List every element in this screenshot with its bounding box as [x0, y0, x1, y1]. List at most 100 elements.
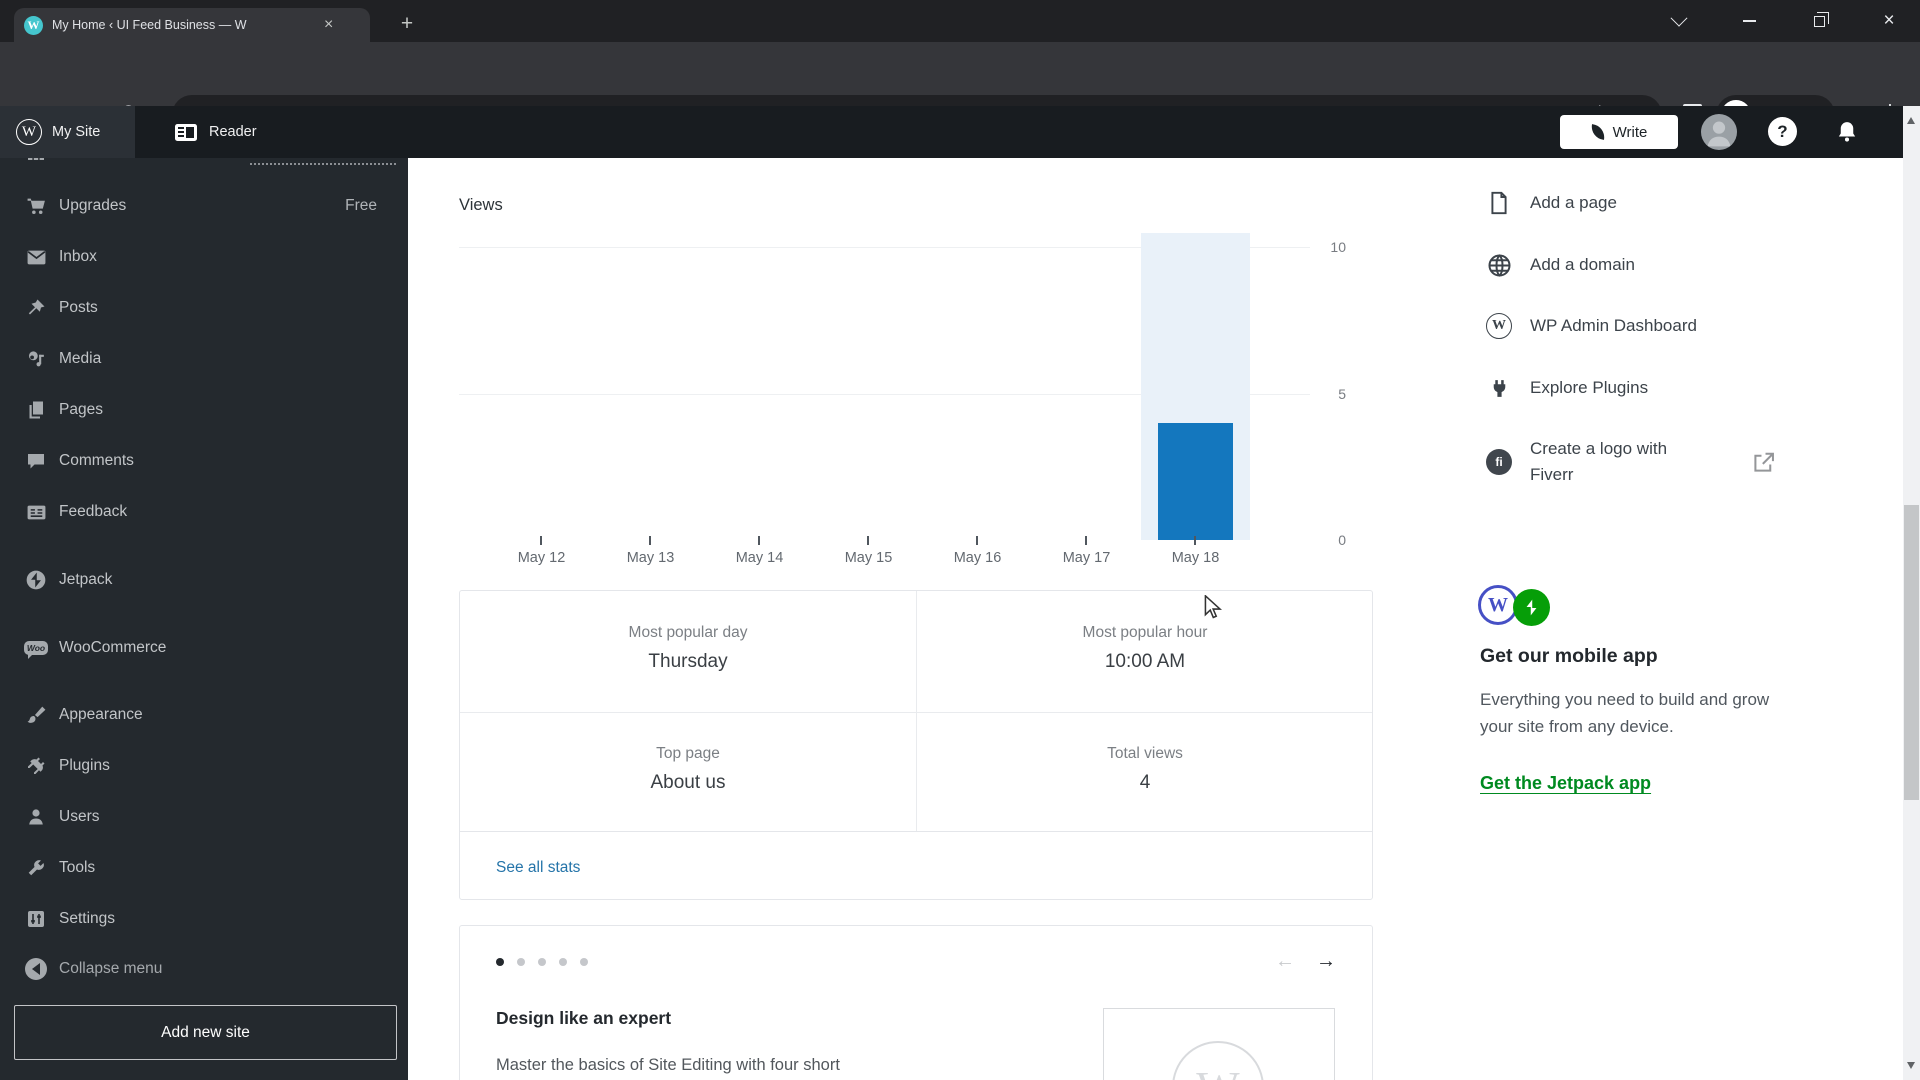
media-icon	[24, 347, 48, 371]
divider	[916, 591, 917, 831]
reader-label: Reader	[209, 124, 257, 140]
wp-sidebar: Stats Upgrades Free Inbox Posts Media Pa…	[0, 106, 408, 1080]
quick-link-create-logo-fiverr[interactable]: fi Create a logo with Fiverr	[1486, 436, 1710, 489]
browser-tab[interactable]: W My Home ‹ UI Feed Business — W ×	[14, 8, 370, 42]
help-icon[interactable]: ?	[1768, 117, 1797, 146]
quick-link-explore-plugins[interactable]: Explore Plugins	[1486, 375, 1648, 401]
y-axis-label: 5	[1338, 385, 1346, 402]
page-scrollbar[interactable]	[1903, 106, 1920, 1080]
education-carousel-card: ← → Design like an expert Master the bas…	[459, 925, 1373, 1080]
y-axis-label: 10	[1330, 239, 1346, 255]
stats-summary-card: Most popular day Thursday Most popular h…	[459, 590, 1373, 900]
window-restore-button[interactable]	[1796, 0, 1842, 42]
scrollbar-up-icon[interactable]	[1907, 113, 1915, 124]
sidebar-item-jetpack[interactable]: Jetpack	[0, 558, 408, 602]
quick-link-add-a-domain[interactable]: Add a domain	[1486, 252, 1635, 278]
collapse-menu-item[interactable]: Collapse menu	[0, 947, 408, 991]
sidebar-item-feedback[interactable]: Feedback	[0, 490, 408, 534]
write-button[interactable]: Write	[1560, 115, 1678, 149]
window-minimize-button[interactable]	[1726, 0, 1772, 42]
axis-tick	[867, 536, 869, 545]
sidebar-item-label: Inbox	[59, 248, 97, 265]
stat-value: About us	[650, 772, 726, 793]
carousel-dot-3[interactable]	[538, 958, 546, 966]
stat-most-popular-hour: Most popular hour 10:00 AM	[917, 591, 1373, 712]
wordpress-app-logo: W	[1478, 585, 1518, 625]
notifications-bell-icon[interactable]	[1832, 117, 1862, 147]
new-tab-button[interactable]: +	[400, 12, 414, 35]
axis-tick	[758, 536, 760, 545]
sidebar-item-plugins[interactable]: Plugins	[0, 744, 408, 788]
focus-dotted-line	[250, 163, 396, 165]
wordpress-watermark-icon: W	[1172, 1041, 1264, 1080]
chart-column-may-17[interactable]: May 17	[1032, 233, 1141, 566]
upgrades-free-badge: Free	[345, 197, 377, 214]
wrench-icon	[24, 856, 48, 880]
mobile-app-heading: Get our mobile app	[1480, 645, 1658, 667]
carousel-dot-4[interactable]	[559, 958, 567, 966]
sidebar-item-label: Users	[59, 808, 100, 825]
see-all-stats-link[interactable]: See all stats	[496, 859, 581, 876]
tab-close-icon[interactable]: ×	[324, 16, 334, 33]
sidebar-item-label: Tools	[59, 859, 96, 876]
my-site-menu[interactable]: W My Site	[0, 106, 135, 158]
views-chart	[459, 233, 1310, 540]
chart-column-may-13[interactable]: May 13	[596, 233, 705, 566]
chart-column-may-18[interactable]: May 18	[1141, 233, 1250, 566]
x-axis-label: May 15	[844, 550, 893, 566]
carousel-dots[interactable]	[496, 958, 588, 966]
views-chart-columns: May 12 May 13 May 14 May 15 May 16 May 17 May …	[487, 233, 1250, 566]
sidebar-item-label: Plugins	[59, 757, 110, 774]
sidebar-item-users[interactable]: Users	[0, 795, 408, 839]
axis-tick	[649, 536, 651, 545]
sidebar-item-label: WooCommerce	[59, 639, 167, 656]
reader-menu[interactable]: Reader	[155, 106, 277, 158]
sidebar-item-label: Jetpack	[59, 571, 113, 588]
chart-column-may-15[interactable]: May 15	[814, 233, 923, 566]
sidebar-item-posts[interactable]: Posts	[0, 286, 408, 330]
chart-column-may-14[interactable]: May 14	[705, 233, 814, 566]
sidebar-item-appearance[interactable]: Appearance	[0, 693, 408, 737]
x-axis-label: May 13	[626, 550, 675, 566]
sidebar-item-woocommerce[interactable]: Woo WooCommerce	[0, 626, 408, 670]
x-axis-label: May 14	[735, 550, 784, 566]
sidebar-item-label: Appearance	[59, 706, 143, 723]
sidebar-item-label: Pages	[59, 401, 103, 418]
carousel-dot-2[interactable]	[517, 958, 525, 966]
sidebar-item-tools[interactable]: Tools	[0, 846, 408, 890]
window-close-button[interactable]: ×	[1883, 10, 1895, 31]
stat-label: Top page	[656, 745, 720, 762]
carousel-thumbnail: W	[1103, 1008, 1335, 1080]
quick-link-wp-admin-dashboard[interactable]: W WP Admin Dashboard	[1486, 313, 1697, 339]
scrollbar-down-icon[interactable]	[1907, 1062, 1915, 1073]
quick-link-add-a-page[interactable]: Add a page	[1486, 190, 1617, 216]
carousel-dot-1[interactable]	[496, 958, 504, 966]
user-avatar[interactable]	[1701, 114, 1737, 150]
quick-link-label: Add a page	[1530, 193, 1617, 212]
carousel-dot-5[interactable]	[580, 958, 588, 966]
chart-column-may-16[interactable]: May 16	[923, 233, 1032, 566]
add-new-site-button[interactable]: Add new site	[14, 1005, 397, 1060]
user-icon	[24, 805, 48, 829]
carousel-prev-icon: ←	[1275, 950, 1295, 972]
carousel-body: Master the basics of Site Editing with f…	[496, 1056, 840, 1074]
carousel-next-icon[interactable]: →	[1316, 950, 1336, 972]
y-axis-label: 0	[1338, 532, 1346, 548]
external-link-icon	[1750, 449, 1777, 481]
sidebar-item-upgrades[interactable]: Upgrades Free	[0, 184, 408, 228]
chart-column-may-12[interactable]: May 12	[487, 233, 596, 566]
woocommerce-icon: Woo	[23, 636, 49, 660]
stat-most-popular-day: Most popular day Thursday	[460, 591, 916, 712]
sidebar-item-media[interactable]: Media	[0, 337, 408, 381]
sidebar-item-comments[interactable]: Comments	[0, 439, 408, 483]
sidebar-item-inbox[interactable]: Inbox	[0, 235, 408, 279]
scrollbar-thumb[interactable]	[1904, 505, 1919, 800]
sidebar-item-pages[interactable]: Pages	[0, 388, 408, 432]
chart-bar-may-18[interactable]	[1158, 422, 1233, 540]
stat-label: Total views	[1107, 745, 1183, 762]
stat-top-page: Top page About us	[460, 712, 916, 833]
get-jetpack-app-link[interactable]: Get the Jetpack app	[1480, 773, 1652, 793]
x-axis-label: May 18	[1171, 550, 1220, 566]
sidebar-item-settings[interactable]: Settings	[0, 897, 408, 941]
tab-search-chevron-icon[interactable]	[1656, 0, 1702, 42]
